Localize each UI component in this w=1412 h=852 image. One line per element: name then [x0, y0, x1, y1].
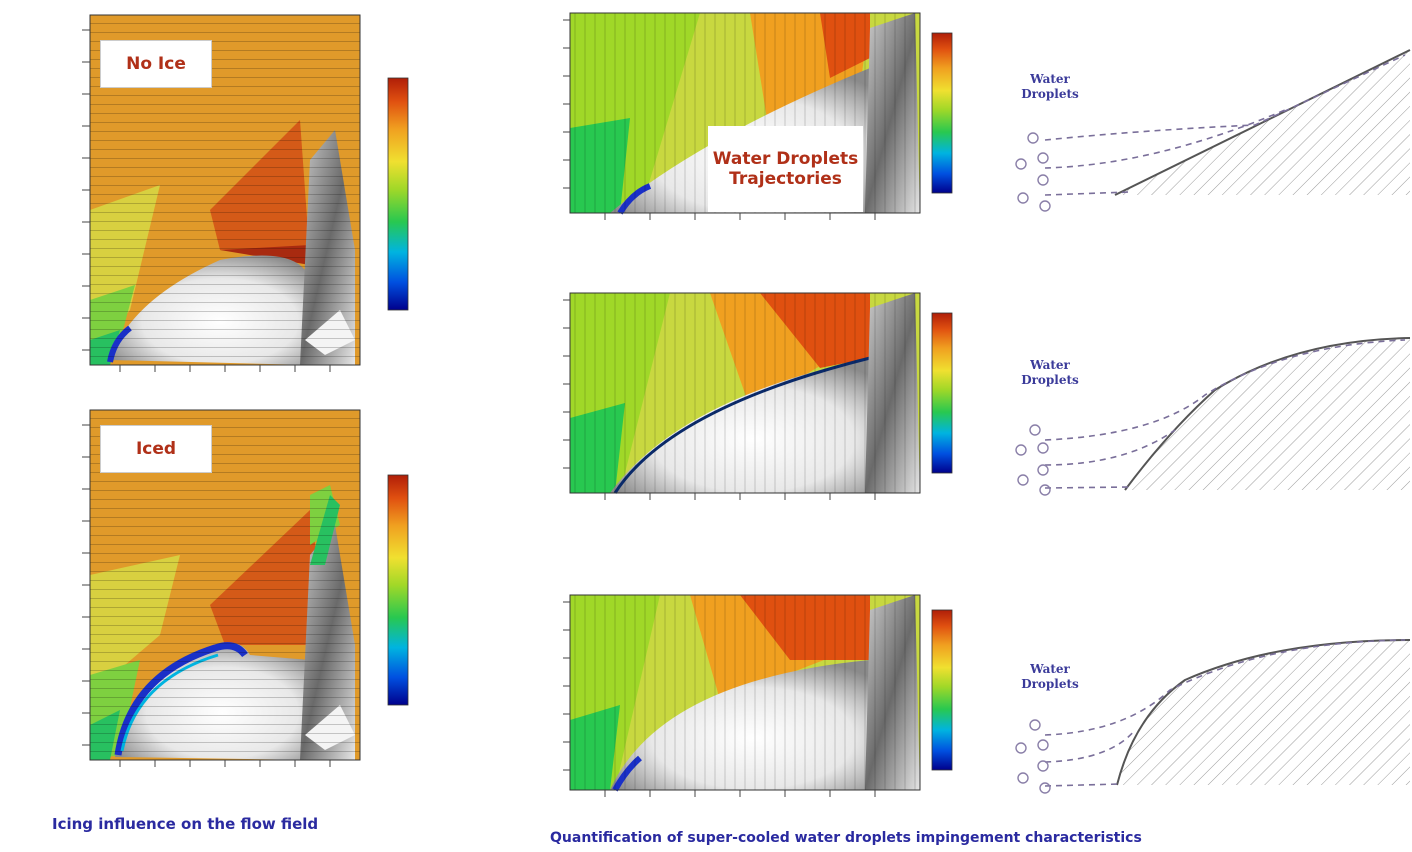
droplet-contour-panel-3 — [520, 590, 980, 820]
no-ice-label: No Ice — [100, 40, 212, 88]
droplet-trajectory-sketch-3 — [1015, 639, 1411, 794]
iced-flow-field-panel: Iced — [10, 405, 460, 800]
left-caption: Icing influence on the flow field — [52, 815, 319, 833]
droplet-sketch-2: Water Droplets — [1005, 320, 1411, 520]
iced-contour-figure — [82, 409, 409, 767]
droplet-trajectories-label: Water Droplets Trajectories — [708, 126, 863, 212]
water-droplets-label-1: Water Droplets — [1021, 72, 1079, 101]
droplet-contour-panel-2 — [520, 288, 980, 533]
no-ice-flow-field-panel: No Ice — [10, 10, 460, 405]
iced-label: Iced — [100, 425, 212, 473]
water-droplets-label-3: Water Droplets — [1021, 662, 1079, 691]
droplet-trajectory-sketch-2 — [1015, 337, 1411, 496]
right-caption: Quantification of super-cooled water dro… — [550, 830, 1142, 846]
droplet-contour-figure-2 — [563, 292, 953, 500]
droplet-sketch-3: Water Droplets — [1005, 620, 1411, 810]
droplet-contour-figure-3 — [563, 594, 953, 797]
no-ice-contour-figure — [82, 14, 409, 372]
droplet-trajectory-sketch-1 — [1015, 49, 1411, 212]
droplet-sketch-1: Water Droplets — [1005, 30, 1411, 230]
droplet-contour-panel-1: Water Droplets Trajectories — [520, 8, 980, 253]
water-droplets-label-2: Water Droplets — [1021, 358, 1079, 387]
